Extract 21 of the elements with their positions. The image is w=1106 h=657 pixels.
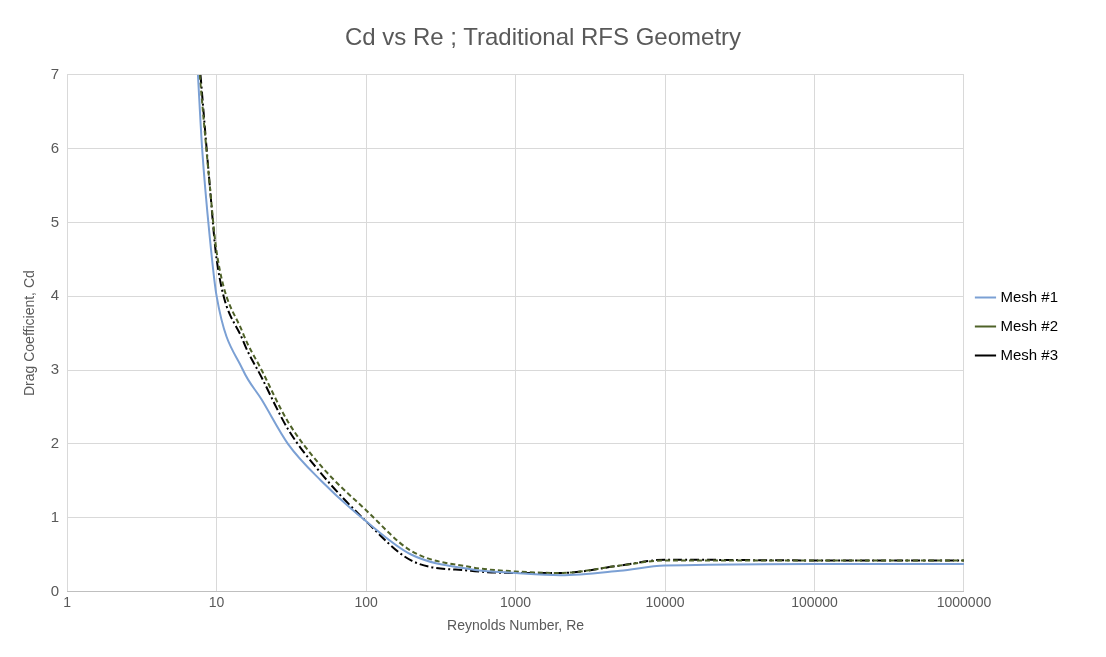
y-tick-label: 7	[50, 64, 60, 82]
legend-label: Mesh #2	[1000, 316, 1059, 334]
y-tick-label: 6	[50, 138, 60, 156]
x-tick-label: 100000	[791, 593, 839, 610]
y-tick-label: 5	[50, 212, 60, 230]
y-tick-label: 4	[50, 286, 60, 304]
y-tick-label: 2	[50, 433, 60, 451]
legend-label: Mesh #1	[1000, 287, 1059, 305]
y-tick-label: 3	[50, 360, 60, 378]
y-tick-label: 0	[50, 581, 60, 599]
y-tick-label: 1	[50, 507, 60, 525]
y-axis-title: Drag Coefficient, Cd	[21, 270, 38, 397]
legend-label: Mesh #3	[1000, 345, 1059, 363]
chart-title: Cd vs Re ; Traditional RFS Geometry	[344, 23, 742, 51]
x-tick-label: 1	[63, 593, 72, 610]
x-tick-label: 10000	[645, 593, 685, 610]
x-tick-label: 10	[208, 593, 225, 610]
x-tick-label: 1000	[499, 593, 532, 610]
x-axis-title: Reynolds Number, Re	[447, 617, 585, 634]
x-tick-label: 1000000	[936, 593, 992, 610]
x-tick-label: 100	[354, 593, 378, 610]
